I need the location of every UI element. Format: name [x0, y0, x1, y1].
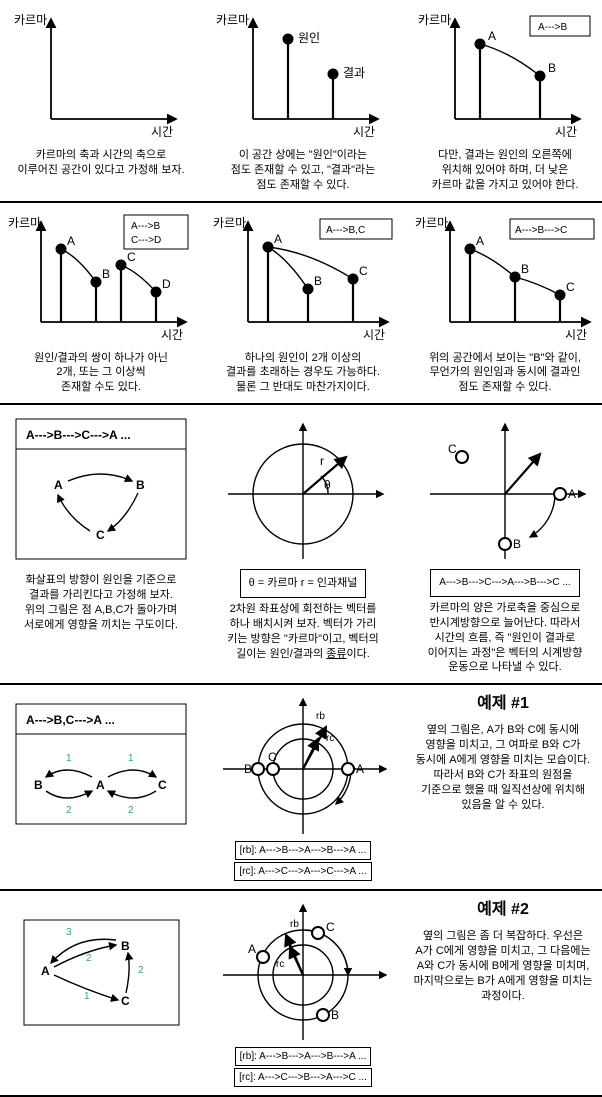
caption: 2차원 좌표상에 회전하는 벡터를하나 배치시켜 보자. 벡터가 가리키는 방향… — [227, 602, 379, 661]
panel-ab-curve: A--->B 카르마 시간 A B 다만, 결과는 원인의 오른쪽에위치해 있어… — [404, 0, 602, 201]
svg-text:C: C — [268, 750, 277, 764]
svg-text:1: 1 — [128, 753, 134, 764]
panel-rotating-abc: A B C A--->B--->C--->A--->B--->C ... 카르마… — [404, 405, 602, 683]
svg-text:A: A — [476, 234, 484, 248]
svg-text:C: C — [158, 778, 167, 792]
badge: A--->B — [538, 22, 568, 33]
svg-text:카르마: 카르마 — [8, 216, 41, 230]
svg-text:B: B — [136, 478, 145, 492]
svg-text:B: B — [331, 1008, 339, 1022]
ex2-circle: rb rc A B C [rb]: A--->B--->A--->B--->A … — [202, 891, 404, 1095]
svg-text:A: A — [67, 234, 75, 248]
ex2-box: A B C 1 2 2 3 — [0, 891, 202, 1095]
svg-text:B: B — [314, 274, 322, 288]
y-axis-label: 카르마 — [14, 13, 47, 27]
svg-text:B: B — [244, 762, 252, 776]
svg-text:C: C — [359, 264, 368, 278]
svg-text:B: B — [513, 537, 521, 551]
svg-text:C--->D: C--->D — [131, 235, 161, 246]
svg-text:rc: rc — [276, 959, 284, 970]
caption: 다만, 결과는 원인의 오른쪽에위치해 있어야 하며, 더 낮은카르마 값을 가… — [432, 148, 579, 193]
effect-label: 결과 — [343, 66, 365, 80]
svg-text:B: B — [102, 267, 110, 281]
svg-text:1: 1 — [84, 991, 90, 1002]
svg-text:A: A — [41, 964, 50, 978]
svg-text:rc: rc — [326, 733, 334, 744]
ex1-circle: rb rc A B C [rb]: A--->B--->A--->B--->A … — [202, 685, 404, 889]
panel-cycle-box: A--->B--->C--->A ... A B C 화살표의 방향이 원인을 … — [0, 405, 202, 683]
ex2-text: 예제 #2 옆의 그림은 좀 더 복잡하다. 우선은A가 C에게 영향을 미치고… — [404, 891, 602, 1095]
svg-text:B: B — [121, 939, 130, 953]
svg-text:B: B — [548, 61, 556, 75]
svg-text:시간: 시간 — [565, 328, 587, 342]
panel-vector: θ r θ = 카르마 r = 인과채널 2차원 좌표상에 회전하는 벡터를하나… — [202, 405, 404, 683]
svg-text:r: r — [320, 454, 324, 468]
svg-text:A--->B--->C: A--->B--->C — [515, 225, 567, 236]
panel-abc-chain: A--->B--->C 카르마 시간 A B C 위의 공간에서 보이는 "B"… — [404, 203, 602, 404]
svg-text:A: A — [248, 942, 256, 956]
svg-text:D: D — [162, 277, 171, 291]
svg-text:A: A — [54, 478, 63, 492]
panel-axes-empty: 카르마 시간 카르마의 축과 시간의 축으로이루어진 공간이 있다고 가정해 보… — [0, 0, 202, 201]
svg-text:2: 2 — [86, 953, 92, 964]
svg-text:카르마: 카르마 — [213, 216, 246, 230]
panel-cause-effect: 카르마 시간 원인 결과 이 공간 상에는 "원인"이라는점도 존재할 수 있고… — [202, 0, 404, 201]
svg-text:2: 2 — [128, 805, 134, 816]
panel-ab-cd: A--->B C--->D 카르마 시간 A B C D 원인/결과의 쌍이 하… — [0, 203, 202, 404]
legend-theta-r: θ = 카르마 r = 인과채널 — [240, 569, 367, 598]
svg-text:C: C — [448, 442, 457, 456]
svg-text:C: C — [566, 280, 575, 294]
svg-text:θ: θ — [324, 478, 331, 492]
svg-text:A: A — [568, 487, 576, 501]
svg-text:시간: 시간 — [555, 125, 577, 139]
svg-text:A: A — [356, 762, 364, 776]
svg-text:C: C — [127, 250, 136, 264]
svg-text:시간: 시간 — [353, 125, 375, 139]
svg-text:B: B — [34, 778, 43, 792]
caption: 카르마의 축과 시간의 축으로이루어진 공간이 있다고 가정해 보자. — [17, 148, 184, 178]
svg-text:C: C — [326, 920, 335, 934]
ex1-box: A--->B,C--->A ... B A C 1 1 2 2 — [0, 685, 202, 889]
svg-text:1: 1 — [66, 753, 72, 764]
svg-text:시간: 시간 — [161, 328, 183, 342]
svg-text:카르마: 카르마 — [216, 13, 249, 27]
svg-text:B: B — [521, 262, 529, 276]
panel-a-bc: A--->B,C 카르마 시간 A B C 하나의 원인이 2개 이상의결과를 … — [202, 203, 404, 404]
svg-text:C: C — [96, 528, 105, 542]
svg-text:3: 3 — [66, 927, 72, 938]
ex1-text: 예제 #1 옆의 그림은, A가 B와 C에 동시에영향을 미치고, 그 여파로… — [404, 685, 602, 889]
svg-text:A: A — [96, 778, 105, 792]
svg-text:rb: rb — [316, 711, 325, 722]
svg-text:카르마: 카르마 — [418, 13, 451, 27]
svg-text:A--->B,C: A--->B,C — [326, 225, 365, 236]
svg-text:rb: rb — [290, 919, 299, 930]
svg-text:A: A — [488, 29, 496, 43]
caption: 이 공간 상에는 "원인"이라는점도 존재할 수 있고, "결과"라는점도 존재… — [231, 148, 376, 193]
svg-text:시간: 시간 — [363, 328, 385, 342]
svg-text:A--->B--->C--->A ...: A--->B--->C--->A ... — [26, 428, 131, 442]
svg-text:카르마: 카르마 — [415, 216, 448, 230]
svg-text:A--->B,C--->A ...: A--->B,C--->A ... — [26, 713, 115, 727]
svg-text:2: 2 — [66, 805, 72, 816]
cause-label: 원인 — [298, 31, 320, 45]
svg-text:2: 2 — [138, 965, 144, 976]
x-axis-label: 시간 — [151, 125, 173, 139]
svg-text:A: A — [274, 232, 282, 246]
svg-text:A--->B: A--->B — [131, 221, 161, 232]
svg-text:C: C — [121, 994, 130, 1008]
